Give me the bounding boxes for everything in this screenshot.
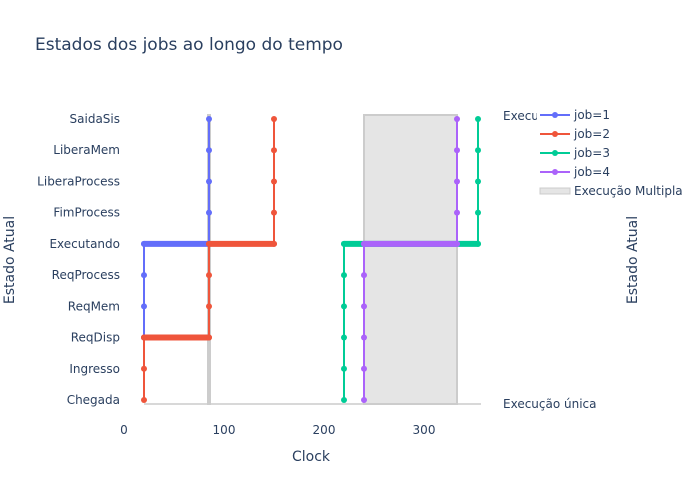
data-point[interactable] xyxy=(475,178,481,185)
legend-marker xyxy=(552,112,558,118)
data-point[interactable] xyxy=(141,240,147,247)
data-point[interactable] xyxy=(361,240,367,247)
legend-label: job=3 xyxy=(573,146,610,160)
x-tick-label: 300 xyxy=(413,423,436,437)
data-point[interactable] xyxy=(475,147,481,154)
data-point[interactable] xyxy=(341,240,347,247)
data-point[interactable] xyxy=(141,397,147,403)
series-job-4 xyxy=(361,116,460,403)
data-point[interactable] xyxy=(341,365,347,372)
legend-item-execucao-multipla[interactable]: Execução Multipla xyxy=(539,184,683,198)
y-tick-label: ReqDisp xyxy=(71,331,120,345)
annotation-multipla: Execução Multipla xyxy=(503,109,612,123)
data-point[interactable] xyxy=(361,365,367,372)
data-point[interactable] xyxy=(141,272,147,279)
data-point[interactable] xyxy=(206,209,212,216)
data-point[interactable] xyxy=(361,397,367,403)
data-point[interactable] xyxy=(206,303,212,310)
data-point[interactable] xyxy=(271,209,277,216)
y-axis-title-right: Estado Atual xyxy=(625,216,641,304)
series-layer xyxy=(141,116,481,403)
y-tick-label: LiberaMem xyxy=(53,143,120,157)
series-job-1 xyxy=(141,116,212,341)
legend-marker xyxy=(552,150,558,156)
data-point[interactable] xyxy=(206,272,212,279)
data-point[interactable] xyxy=(454,178,460,185)
data-point[interactable] xyxy=(206,334,212,341)
y-tick-label: Chegada xyxy=(67,393,120,407)
data-point[interactable] xyxy=(271,178,277,185)
data-point[interactable] xyxy=(206,240,212,247)
annotation-top-clip: Execução Multipla xyxy=(503,109,612,123)
legend-marker xyxy=(552,169,558,175)
legend-item-job-1[interactable]: job=1 xyxy=(540,108,610,122)
data-point[interactable] xyxy=(341,303,347,310)
x-tick-label: 200 xyxy=(313,423,336,437)
chart-title: Estados dos jobs ao longo do tempo xyxy=(35,35,343,55)
legend-item-job-4[interactable]: job=4 xyxy=(540,165,610,179)
execution-region-multipla xyxy=(363,114,458,405)
data-point[interactable] xyxy=(206,147,212,154)
data-point[interactable] xyxy=(454,240,460,247)
data-point[interactable] xyxy=(454,209,460,216)
legend-label: job=4 xyxy=(573,165,610,179)
data-point[interactable] xyxy=(141,365,147,372)
data-point[interactable] xyxy=(475,116,481,122)
data-point[interactable] xyxy=(475,240,481,247)
y-axis-title: Estado Atual xyxy=(2,216,18,304)
y-tick-label: LiberaProcess xyxy=(37,174,120,188)
data-point[interactable] xyxy=(341,334,347,341)
data-point[interactable] xyxy=(341,397,347,403)
data-point[interactable] xyxy=(361,303,367,310)
y-tick-label: SaidaSis xyxy=(70,112,120,126)
y-tick-label: Ingresso xyxy=(69,362,120,376)
y-tick-label: ReqMem xyxy=(68,299,120,313)
shapes-layer xyxy=(144,114,481,405)
legend-item-job-3[interactable]: job=3 xyxy=(540,146,610,160)
x-tick-label: 0 xyxy=(120,423,128,437)
y-tick-label: ReqProcess xyxy=(52,268,120,282)
data-point[interactable] xyxy=(361,272,367,279)
data-point[interactable] xyxy=(206,178,212,185)
data-point[interactable] xyxy=(271,147,277,154)
data-point[interactable] xyxy=(141,303,147,310)
legend-label: job=2 xyxy=(573,127,610,141)
x-tick-label: 100 xyxy=(213,423,236,437)
legend[interactable]: job=1 job=2 job=3 job=4 Execução Multipla xyxy=(539,108,683,198)
x-axis-title: Clock xyxy=(292,449,331,465)
series-job-2 xyxy=(141,116,277,403)
data-point[interactable] xyxy=(454,147,460,154)
data-point[interactable] xyxy=(141,334,147,341)
data-point[interactable] xyxy=(206,116,212,122)
data-point[interactable] xyxy=(341,272,347,279)
legend-label: job=1 xyxy=(573,108,610,122)
data-point[interactable] xyxy=(271,240,277,247)
y-ticks: Chegada Ingresso ReqDisp ReqMem ReqProcess Ex… xyxy=(37,112,120,407)
data-point[interactable] xyxy=(475,209,481,216)
legend-marker xyxy=(552,131,558,137)
legend-item-job-2[interactable]: job=2 xyxy=(540,127,610,141)
x-ticks: 0 100 200 300 xyxy=(120,423,435,437)
data-point[interactable] xyxy=(361,334,367,341)
legend-label: Execução Multipla xyxy=(574,184,683,198)
data-point[interactable] xyxy=(454,116,460,122)
legend-swatch xyxy=(539,187,571,195)
annotation-unica: Execução única xyxy=(503,397,597,411)
data-point[interactable] xyxy=(271,116,277,122)
y-tick-label: Executando xyxy=(49,237,120,251)
y-tick-label: FimProcess xyxy=(53,206,120,220)
